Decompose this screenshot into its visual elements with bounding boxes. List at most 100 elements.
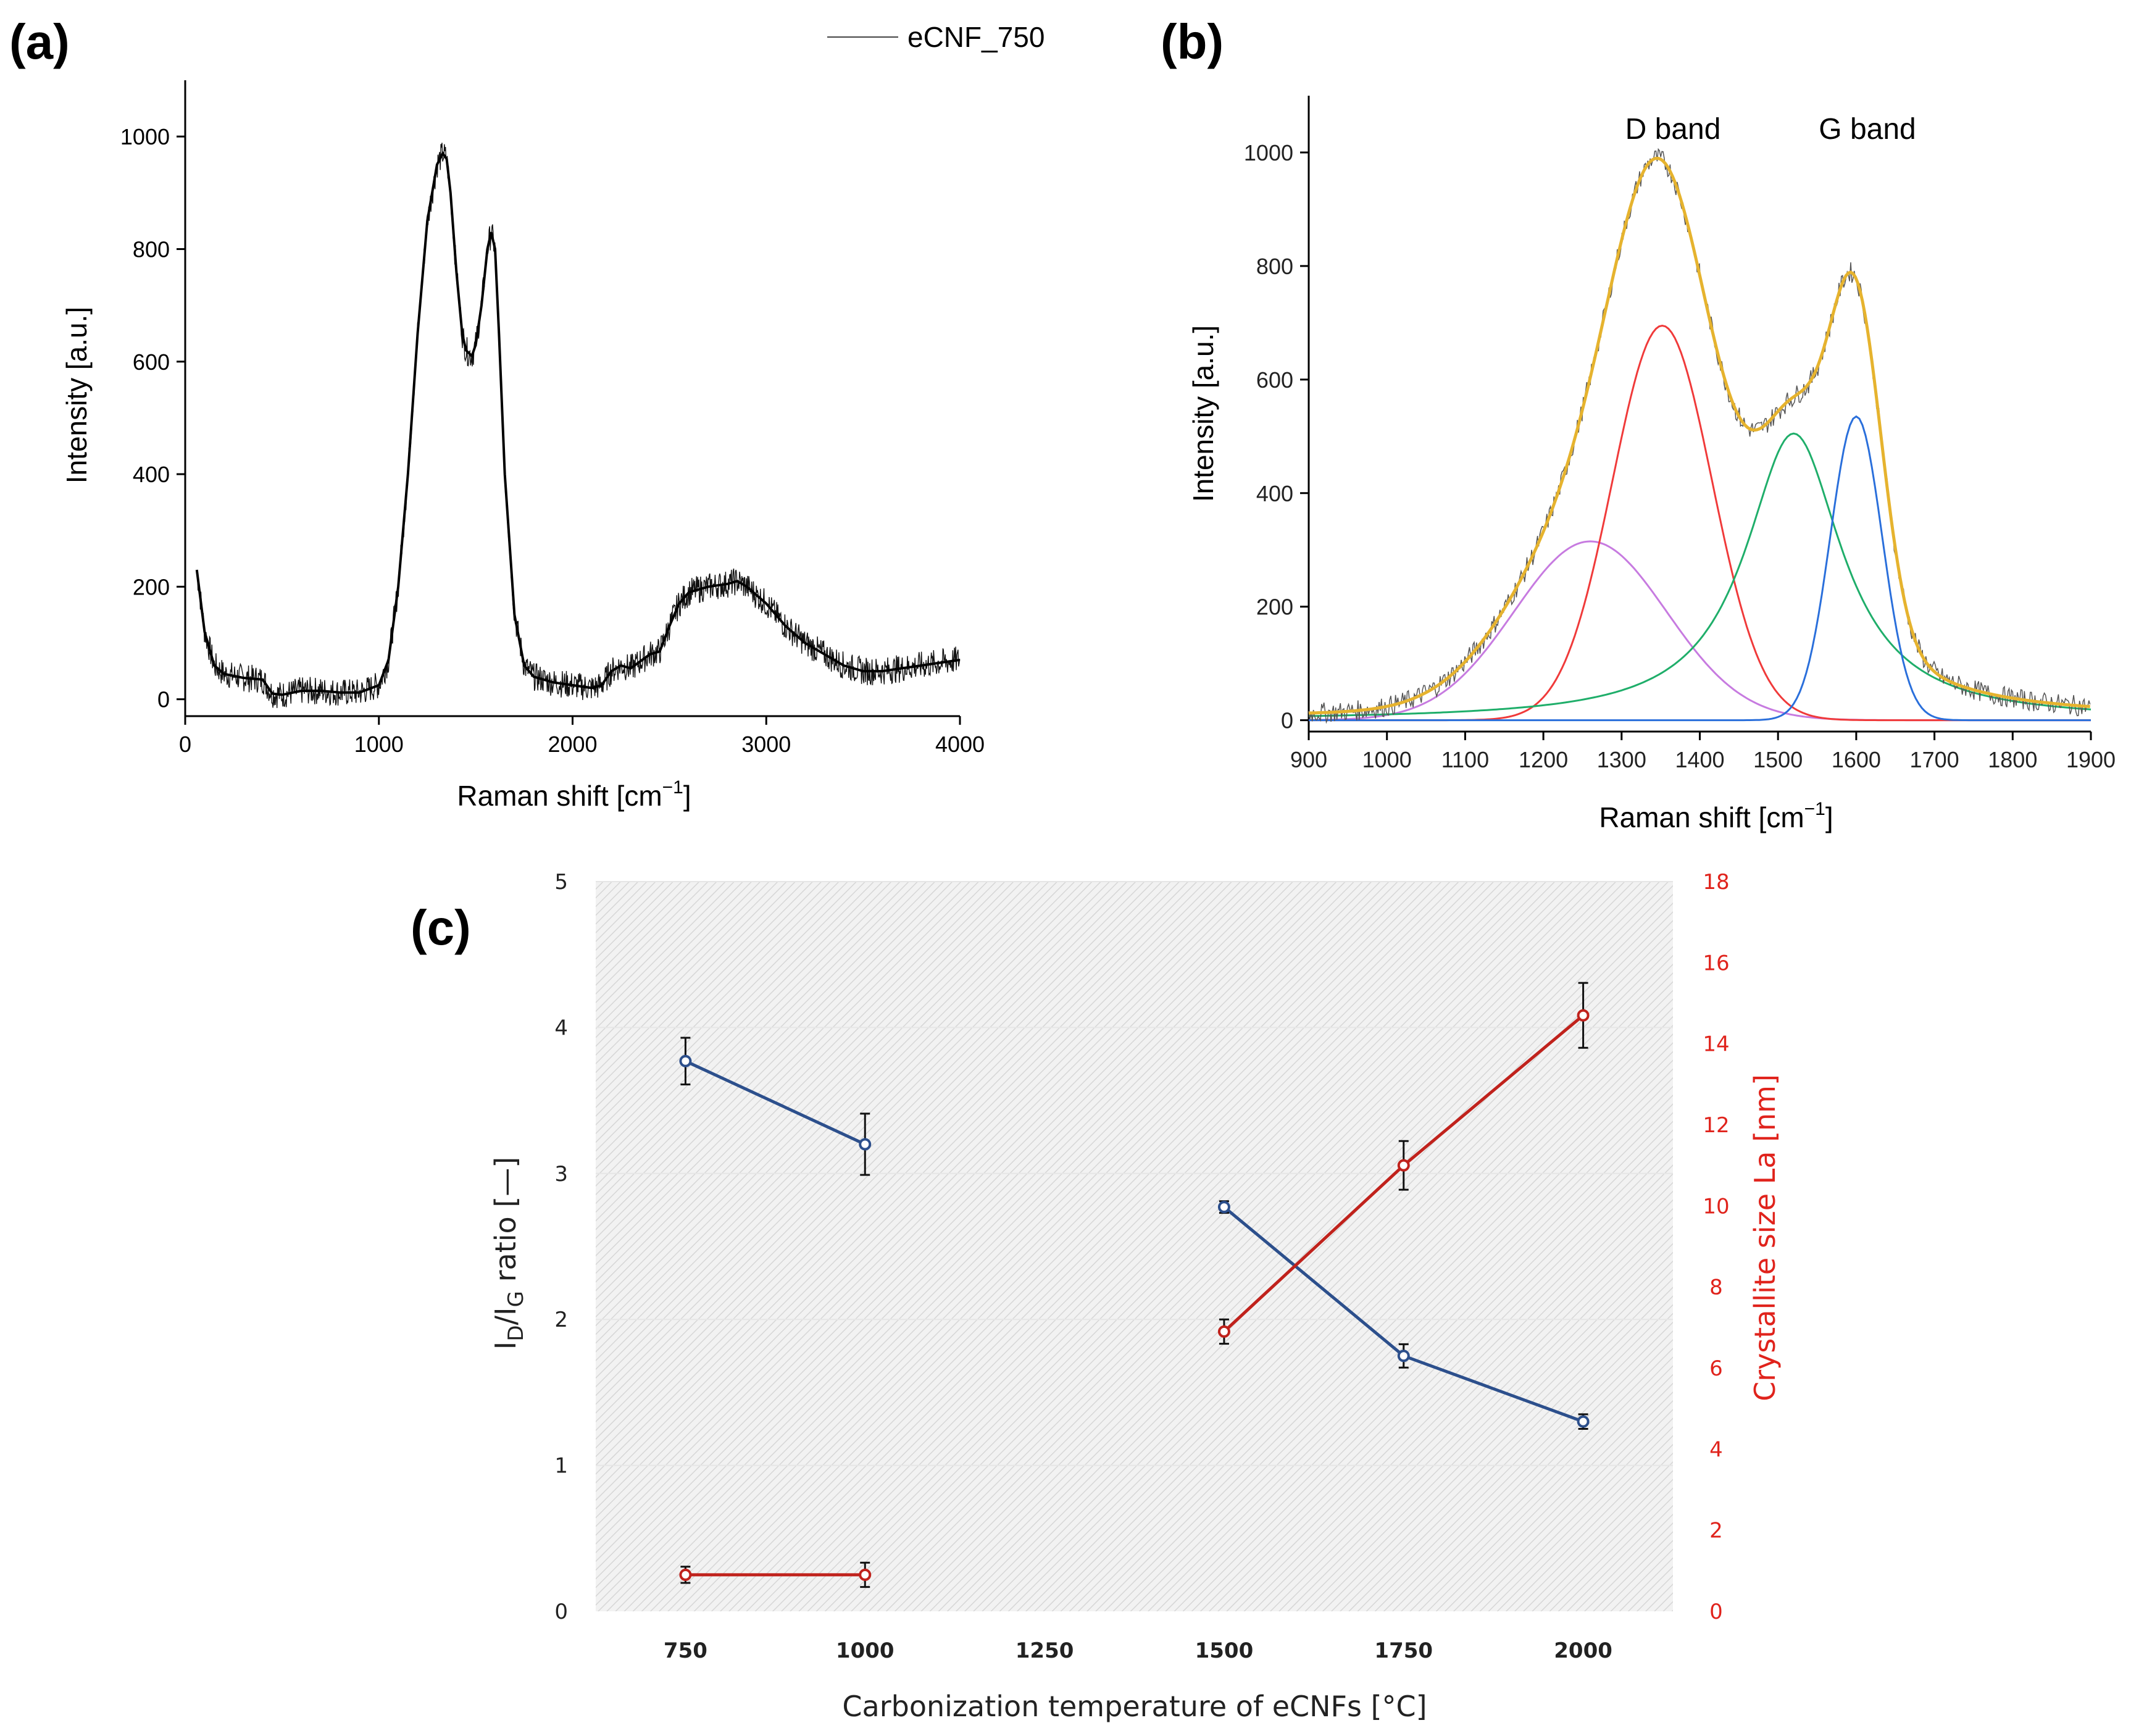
- a-spectrum-line: [195, 151, 961, 696]
- panel-b: (b) 900 1000 1100 1200 1300 1400 1500 1600 1700 1…: [1161, 14, 2116, 833]
- c-data-point-left: [859, 1138, 872, 1151]
- b-x-tick-label: 1600: [1832, 747, 1881, 772]
- c-left-axis-title: ID/IG ratio [—]: [489, 1157, 528, 1350]
- c-data-point-left: [1577, 1415, 1590, 1428]
- panel-b-label: (b): [1161, 14, 1224, 69]
- c-left-tick-label: 1: [554, 1454, 568, 1479]
- c-data-point-left: [679, 1054, 692, 1067]
- panel-b-peaks: [1308, 324, 2091, 722]
- b-x-tick-label: 1300: [1597, 747, 1646, 772]
- a-spectrum-noise: [196, 143, 961, 708]
- c-right-tick-label: 6: [1709, 1356, 1723, 1381]
- b-y-tick-label: 400: [1256, 481, 1293, 506]
- b-y-tick-label: 1000: [1244, 140, 1293, 165]
- a-x-tick-label: 4000: [935, 732, 985, 757]
- b-x-tick-label: 1200: [1519, 747, 1568, 772]
- panel-a-ticks: 0 1000 2000 3000 4000 0 200 400 600 800 1000: [120, 124, 985, 757]
- c-plot-area: [596, 882, 1673, 1611]
- b-x-tick-label: 1100: [1441, 747, 1489, 772]
- c-data-point-right: [859, 1568, 872, 1581]
- c-data-point-left: [1397, 1350, 1410, 1363]
- c-x-tick-label: 750: [664, 1638, 707, 1663]
- a-x-tick-label: 3000: [741, 732, 791, 757]
- b-peak-green: [1308, 432, 2091, 717]
- c-left-tick-label: 4: [554, 1016, 568, 1040]
- a-xlabel-sup: −1: [662, 777, 683, 798]
- b-y-tick-label: 600: [1256, 367, 1293, 393]
- b-x-tick-label: 1500: [1753, 747, 1803, 772]
- b-x-axis-title: Raman shift [cm−1]: [1599, 799, 1833, 833]
- a-x-tick-label: 2000: [548, 732, 597, 757]
- legend-label: eCNF_750: [907, 21, 1045, 53]
- c-left-tick-label: 3: [554, 1162, 568, 1187]
- panel-a: (a) eCNF_750 0 1000 2000 3000 4000 0 200 400 600…: [9, 14, 1045, 812]
- c-ylabel-i: I: [489, 1342, 522, 1350]
- c-x-tick-label: 1500: [1195, 1638, 1254, 1663]
- c-ylabel-slash: /I: [489, 1307, 522, 1325]
- panel-a-axes: [184, 80, 960, 717]
- panel-c-ticks: 750 1000 1250 1500 1750 200001234502468101214…: [554, 870, 1729, 1663]
- c-data-point-left: [1217, 1201, 1230, 1214]
- c-right-tick-label: 2: [1709, 1519, 1723, 1543]
- c-right-tick-label: 10: [1703, 1194, 1729, 1219]
- c-data-point-right: [1217, 1325, 1230, 1338]
- b-xlabel-main: Raman shift [cm: [1599, 801, 1804, 833]
- a-x-tick-label: 0: [179, 732, 191, 757]
- b-xlabel-end: ]: [1825, 801, 1833, 833]
- b-y-tick-label: 0: [1281, 708, 1293, 733]
- c-x-tick-label: 1750: [1374, 1638, 1433, 1663]
- c-ylabel-sub-d: D: [504, 1325, 528, 1341]
- b-x-tick-label: 1700: [1910, 747, 1959, 772]
- c-left-tick-label: 5: [554, 870, 568, 895]
- panel-b-axes: [1307, 96, 2091, 733]
- a-y-axis-title: Intensity [a.u.]: [60, 307, 93, 483]
- c-right-tick-label: 4: [1709, 1437, 1723, 1462]
- b-measured-noise: [1308, 148, 2091, 724]
- a-x-axis-title: Raman shift [cm−1]: [457, 777, 691, 812]
- c-left-tick-label: 0: [554, 1600, 568, 1624]
- c-right-tick-label: 14: [1703, 1032, 1729, 1057]
- b-cumulative-fit: [1308, 156, 2090, 715]
- c-right-axis-title: Crystallite size La [nm]: [1748, 1074, 1782, 1401]
- c-right-tick-label: 0: [1709, 1600, 1723, 1624]
- c-x-tick-label: 1000: [836, 1638, 895, 1663]
- a-xlabel-end: ]: [683, 780, 691, 812]
- b-y-tick-label: 200: [1256, 595, 1293, 620]
- c-ylabel-sub-g: G: [504, 1291, 528, 1307]
- b-peak-red: [1309, 324, 2091, 722]
- b-x-tick-label: 1900: [2066, 747, 2116, 772]
- c-right-tick-label: 16: [1703, 951, 1729, 975]
- b-x-tick-label: 1000: [1362, 747, 1412, 772]
- a-x-tick-label: 1000: [354, 732, 404, 757]
- b-x-tick-label: 1400: [1675, 747, 1724, 772]
- b-y-axis-title: Intensity [a.u.]: [1187, 325, 1219, 502]
- b-peak-blue: [1309, 415, 2091, 722]
- b-x-tick-label: 900: [1290, 747, 1327, 772]
- g-band-label: G band: [1819, 113, 1916, 146]
- c-x-tick-label: 2000: [1554, 1638, 1612, 1663]
- c-x-axis-title: Carbonization temperature of eCNFs [°C]: [842, 1690, 1427, 1723]
- panel-a-label: (a): [9, 14, 70, 69]
- c-data-point-right: [1397, 1159, 1410, 1172]
- a-xlabel-main: Raman shift [cm: [457, 780, 662, 812]
- a-y-tick-label: 400: [133, 462, 170, 487]
- b-y-tick-label: 800: [1256, 254, 1293, 279]
- c-ylabel-end: ratio [—]: [489, 1157, 522, 1291]
- b-x-tick-label: 1800: [1988, 747, 2037, 772]
- c-right-tick-label: 12: [1703, 1113, 1729, 1138]
- d-band-label: D band: [1625, 113, 1721, 146]
- a-y-tick-label: 600: [133, 349, 170, 375]
- c-x-tick-label: 1250: [1015, 1638, 1074, 1663]
- panel-c-gridlines: [596, 881, 1673, 1466]
- c-series-line-left: [685, 1059, 866, 1146]
- a-y-tick-label: 200: [133, 574, 170, 599]
- panel-c: (c) 750 1000 1250 1500 1750 20000123450246810…: [411, 870, 1782, 1723]
- panel-b-ticks: 900 1000 1100 1200 1300 1400 1500 1600 1700 1800 1…: [1244, 140, 2116, 772]
- a-y-tick-label: 0: [157, 687, 170, 712]
- c-data-point-right: [1577, 1009, 1590, 1022]
- panel-c-label: (c): [411, 900, 471, 955]
- panel-c-series: [679, 982, 1590, 1588]
- b-xlabel-sup: −1: [1804, 799, 1825, 819]
- a-y-tick-label: 800: [133, 236, 170, 262]
